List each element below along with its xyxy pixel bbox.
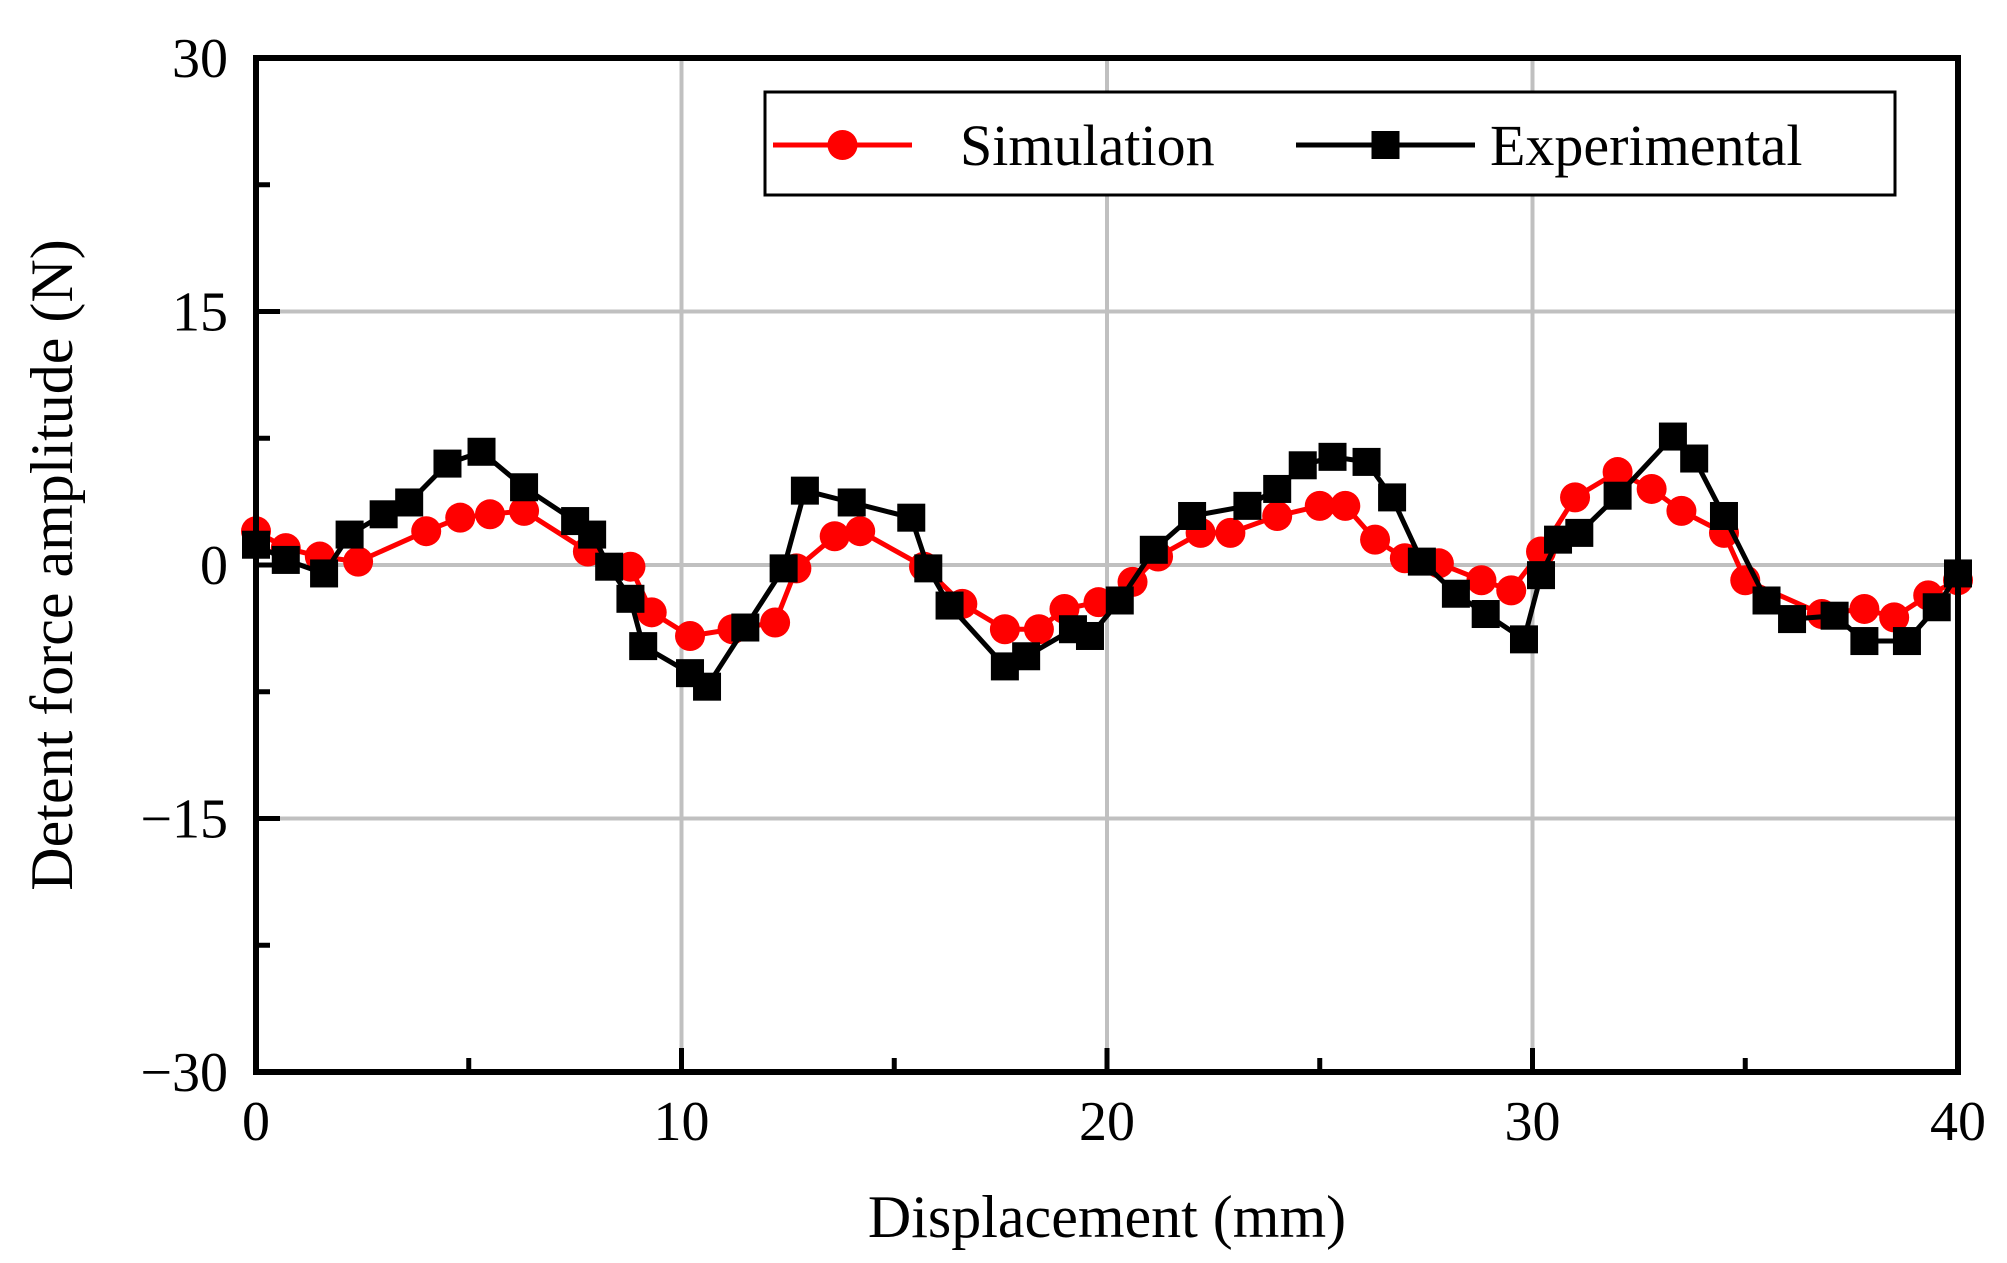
data-point-experimental-39 (1509, 625, 1538, 654)
data-point-experimental-51 (1892, 627, 1921, 656)
data-point-experimental-5 (395, 488, 424, 517)
data-point-experimental-12 (616, 584, 645, 613)
data-point-simulation-44 (1879, 602, 1910, 633)
data-point-experimental-11 (595, 552, 624, 581)
data-point-experimental-40 (1527, 561, 1556, 590)
data-point-experimental-1 (271, 545, 300, 574)
data-point-experimental-38 (1471, 600, 1500, 629)
x-tick-label-3: 30 (1505, 1091, 1561, 1153)
data-point-experimental-6 (433, 449, 462, 478)
data-point-experimental-45 (1680, 444, 1709, 473)
data-point-simulation-15 (819, 521, 850, 552)
data-point-experimental-24 (1012, 642, 1041, 671)
series-experimental (242, 422, 1972, 701)
data-point-experimental-3 (335, 520, 364, 549)
data-point-simulation-13 (760, 607, 791, 638)
data-point-simulation-11 (675, 620, 706, 651)
data-point-experimental-50 (1850, 627, 1879, 656)
data-point-simulation-4 (411, 516, 442, 547)
legend-label-simulation: Simulation (960, 113, 1215, 178)
data-point-simulation-6 (475, 499, 506, 530)
x-tick-label-0: 0 (242, 1091, 270, 1153)
data-point-simulation-26 (1215, 517, 1246, 548)
x-tick-label-2: 20 (1079, 1091, 1135, 1153)
data-point-simulation-16 (845, 516, 876, 547)
data-point-experimental-7 (467, 437, 496, 466)
data-point-experimental-10 (578, 520, 607, 549)
data-point-experimental-30 (1233, 491, 1262, 520)
data-point-simulation-39 (1666, 495, 1697, 526)
y-tick-label-0: −30 (140, 1042, 228, 1104)
data-point-simulation-27 (1262, 500, 1293, 531)
data-point-experimental-27 (1105, 586, 1134, 615)
data-point-experimental-19 (837, 488, 866, 517)
data-point-experimental-4 (369, 500, 398, 529)
data-point-experimental-42 (1565, 518, 1594, 547)
data-point-simulation-29 (1330, 490, 1361, 521)
legend-marker-simulation (827, 130, 858, 160)
plot-frame (253, 55, 1961, 1075)
data-point-experimental-37 (1441, 579, 1470, 608)
data-point-experimental-48 (1778, 605, 1807, 634)
tick-labels: 0 10 20 30 40 −30 −15 0 15 30 (140, 28, 1986, 1153)
data-point-experimental-18 (790, 476, 819, 505)
data-point-experimental-2 (310, 559, 339, 588)
data-point-experimental-29 (1178, 501, 1207, 530)
data-point-simulation-30 (1360, 524, 1391, 555)
data-point-experimental-26 (1075, 621, 1104, 650)
data-point-experimental-31 (1263, 474, 1292, 503)
data-point-simulation-28 (1304, 490, 1335, 521)
data-point-experimental-13 (629, 632, 658, 661)
data-point-experimental-21 (914, 554, 943, 583)
x-tick-label-4: 40 (1930, 1091, 1986, 1153)
data-point-experimental-36 (1407, 547, 1436, 576)
data-point-simulation-36 (1560, 482, 1591, 513)
grid (256, 58, 1958, 1072)
data-point-simulation-20 (1023, 614, 1054, 645)
data-point-simulation-38 (1636, 473, 1667, 504)
data-point-experimental-35 (1378, 483, 1407, 512)
legend-items (773, 130, 1475, 160)
data-point-simulation-43 (1849, 593, 1880, 624)
data-point-experimental-52 (1922, 593, 1951, 622)
y-tick-label-3: 15 (172, 282, 228, 344)
legend: Simulation Experimental (763, 90, 1897, 197)
data-point-experimental-32 (1288, 451, 1317, 480)
data-point-experimental-49 (1820, 601, 1849, 630)
data-point-simulation-37 (1602, 457, 1633, 488)
x-tick-label-1: 10 (654, 1091, 710, 1153)
y-tick-label-2: 0 (200, 535, 228, 597)
data-point-simulation-3 (343, 546, 374, 577)
y-tick-label-1: −15 (140, 789, 228, 851)
data-point-experimental-34 (1352, 447, 1381, 476)
legend-label-experimental: Experimental (1490, 113, 1802, 178)
series-layer (241, 422, 1973, 701)
legend-marker-experimental (1371, 131, 1400, 159)
data-point-experimental-33 (1318, 442, 1347, 471)
data-point-experimental-22 (935, 591, 964, 620)
data-point-experimental-16 (731, 613, 760, 642)
y-axis-title: Detent force amplitude (N) (19, 239, 85, 890)
data-point-simulation-34 (1496, 575, 1527, 606)
data-point-experimental-46 (1709, 501, 1738, 530)
data-point-simulation-19 (989, 614, 1020, 645)
data-point-simulation-5 (445, 502, 476, 533)
data-point-simulation-33 (1466, 565, 1497, 596)
data-point-experimental-8 (510, 473, 539, 502)
data-point-experimental-15 (693, 672, 722, 701)
data-point-experimental-28 (1139, 535, 1168, 564)
data-point-experimental-43 (1603, 481, 1632, 510)
data-point-simulation-7 (509, 495, 540, 526)
y-tick-label-4: 30 (172, 28, 228, 90)
data-point-experimental-17 (769, 554, 798, 583)
x-axis-title: Displacement (mm) (868, 1184, 1346, 1250)
data-point-experimental-47 (1752, 586, 1781, 615)
data-point-experimental-20 (897, 503, 926, 532)
